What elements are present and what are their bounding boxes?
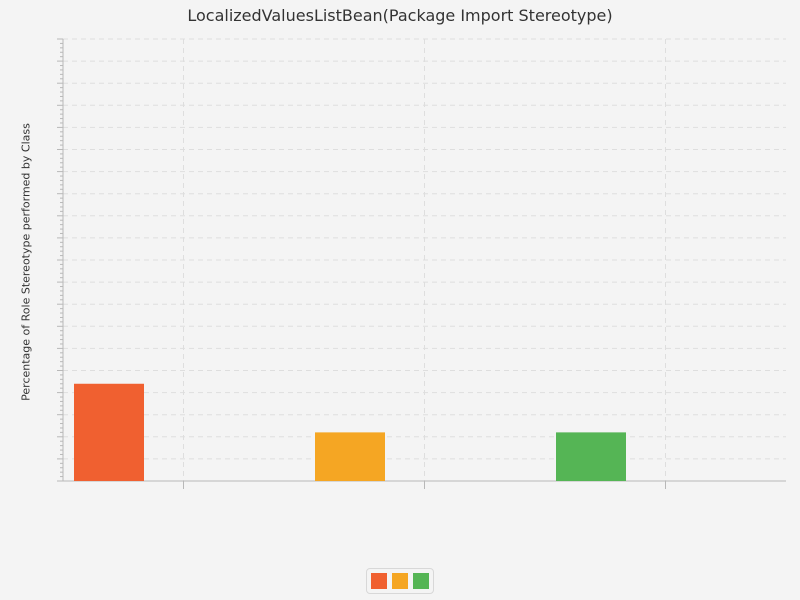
legend-swatch-2 <box>392 573 408 589</box>
bar-2 <box>315 432 385 481</box>
legend <box>366 568 434 594</box>
bar-3 <box>556 432 626 481</box>
chart-title: LocalizedValuesListBean(Package Import S… <box>187 6 613 25</box>
legend-swatch-3 <box>413 573 429 589</box>
bar-1 <box>74 383 144 481</box>
legend-swatch-1 <box>371 573 387 589</box>
axis-layer <box>57 38 786 489</box>
grid-layer <box>63 38 786 481</box>
bar-layer <box>74 383 626 481</box>
